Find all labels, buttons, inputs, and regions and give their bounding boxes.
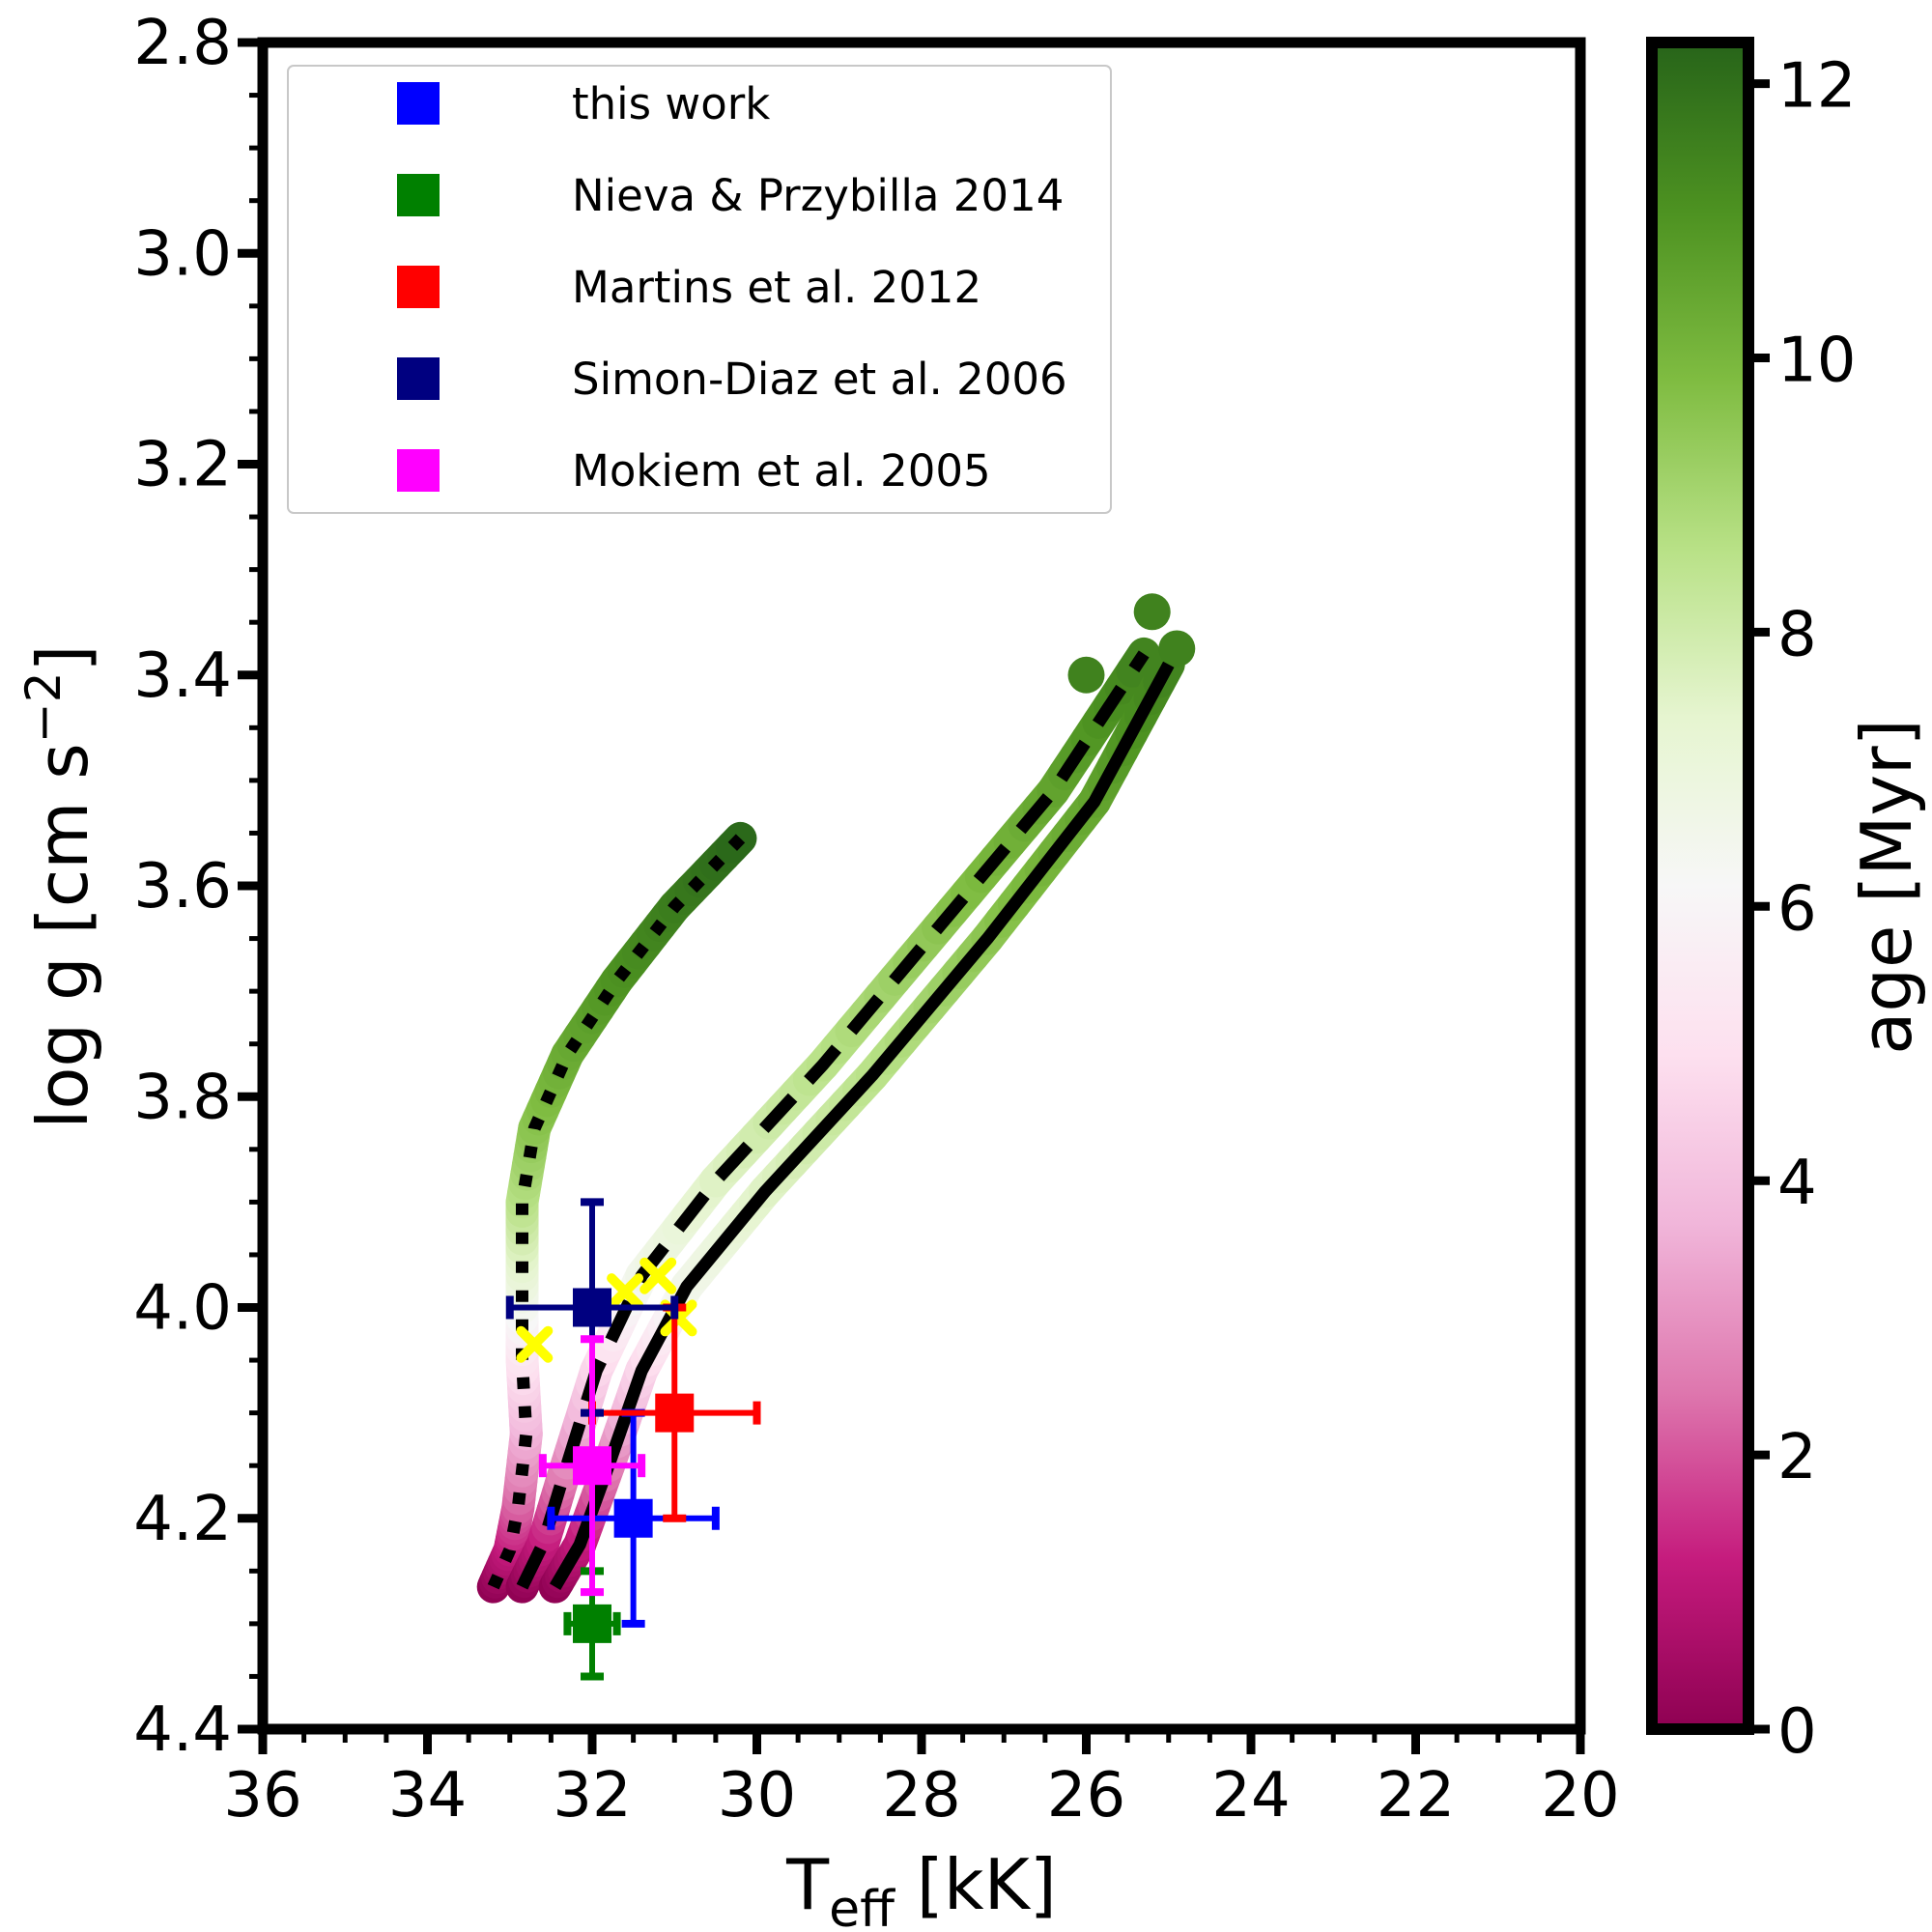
y-tick-label: 3.8: [133, 1062, 232, 1133]
legend-label: Martins et al. 2012: [572, 262, 981, 313]
y-tick-label: 3.0: [133, 218, 232, 290]
colorbar: 0 2 4 6 8 10 12 age [Myr]: [1646, 37, 1927, 1768]
y-axis-title-end: ]: [22, 644, 103, 671]
zams-x-stroke: [660, 1299, 697, 1337]
legend-swatch: [397, 357, 440, 400]
x-axis-title-subscript: eff: [829, 1881, 895, 1932]
track-line-dotted: [487, 834, 746, 1590]
x-axis-title-unit: [kK]: [895, 1844, 1057, 1925]
legend-entry: Mokiem et al. 2005: [397, 445, 991, 497]
colorbar-tick-label: 2: [1777, 1422, 1817, 1493]
legend-swatch: [397, 82, 440, 125]
square-marker: [573, 1604, 611, 1643]
legend-entry: Martins et al. 2012: [397, 262, 981, 313]
square-marker: [613, 1498, 653, 1538]
x-tick-label: 30: [718, 1760, 796, 1832]
legend-label: Mokiem et al. 2005: [572, 445, 991, 497]
x-axis-title-main: T: [785, 1844, 830, 1925]
legend-entry: Nieva & Przybilla 2014: [397, 170, 1064, 221]
y-tick-label: 4.2: [133, 1484, 232, 1555]
legend-swatch: [397, 266, 440, 308]
y-tick-label: 2.8: [133, 8, 232, 79]
colorbar-tick-label: 10: [1777, 325, 1856, 396]
x-tick-label: 20: [1541, 1760, 1619, 1832]
square-marker: [573, 1446, 611, 1486]
legend-label: this work: [572, 78, 770, 129]
legend: this work Nieva & Przybilla 2014 Martins e…: [287, 65, 1112, 514]
colorbar-bar: [1646, 37, 1754, 1735]
x-tick-label: 36: [223, 1760, 301, 1832]
track-end-point: [1067, 656, 1105, 694]
zams-x-marker: [639, 1257, 677, 1294]
zams-x-marker: [516, 1325, 554, 1363]
colorbar-tick-label: 6: [1777, 873, 1817, 945]
x-tick-label: 22: [1377, 1760, 1455, 1832]
colorbar-tick-label: 0: [1777, 1696, 1817, 1768]
colorbar-tick-label: 8: [1777, 599, 1817, 670]
legend-label: Simon-Diaz et al. 2006: [572, 354, 1067, 405]
data-points: [505, 1198, 761, 1681]
data-point: [538, 1335, 646, 1597]
y-tick-label: 3.4: [133, 640, 232, 712]
legend-entry: Simon-Diaz et al. 2006: [397, 354, 1067, 405]
x-tick-label: 24: [1211, 1760, 1290, 1832]
zams-x-stroke: [516, 1325, 554, 1363]
zams-markers: [516, 1257, 697, 1363]
zams-x-marker: [607, 1273, 644, 1311]
track-end-point: [1133, 593, 1171, 631]
x-tick-label: 34: [388, 1760, 467, 1832]
x-axis-ticks: 36 34 32 30 28 26 24 22 20: [223, 1729, 1620, 1832]
track-end-point: [1158, 630, 1196, 668]
zams-x-stroke: [639, 1257, 677, 1294]
x-tick-label: 28: [882, 1760, 960, 1832]
data-point: [547, 1408, 720, 1628]
y-axis-ticks: 2.8 3.0 3.2 3.4 3.6 3.8 4.0 4.2 4.4: [133, 8, 263, 1766]
y-tick-label: 3.2: [133, 430, 232, 501]
square-marker: [573, 1288, 611, 1327]
square-marker: [655, 1393, 695, 1433]
legend-label: Nieva & Przybilla 2014: [572, 170, 1064, 221]
x-tick-label: 26: [1047, 1760, 1125, 1832]
y-axis-title-main: log g [cm s: [22, 743, 103, 1128]
y-axis-title-superscript: −2: [15, 671, 71, 743]
legend-entry: this work: [397, 78, 770, 129]
colorbar-ticks: 0 2 4 6 8 10 12: [1748, 51, 1856, 1768]
colorbar-tick-label: 4: [1777, 1148, 1817, 1219]
x-tick-label: 32: [553, 1760, 631, 1832]
zams-x-stroke: [607, 1273, 644, 1311]
legend-swatch: [397, 174, 440, 216]
legend-box: [287, 65, 1112, 514]
legend-swatch: [397, 449, 440, 492]
colorbar-tick-label: 12: [1777, 51, 1856, 123]
y-tick-label: 4.0: [133, 1273, 232, 1345]
y-axis-title: log g [cm s−2]: [15, 644, 103, 1128]
y-tick-label: 3.6: [133, 851, 232, 923]
y-tick-label: 4.4: [133, 1694, 232, 1766]
x-axis-title: Teff [kK]: [785, 1844, 1057, 1932]
colorbar-label: age [Myr]: [1846, 719, 1927, 1055]
